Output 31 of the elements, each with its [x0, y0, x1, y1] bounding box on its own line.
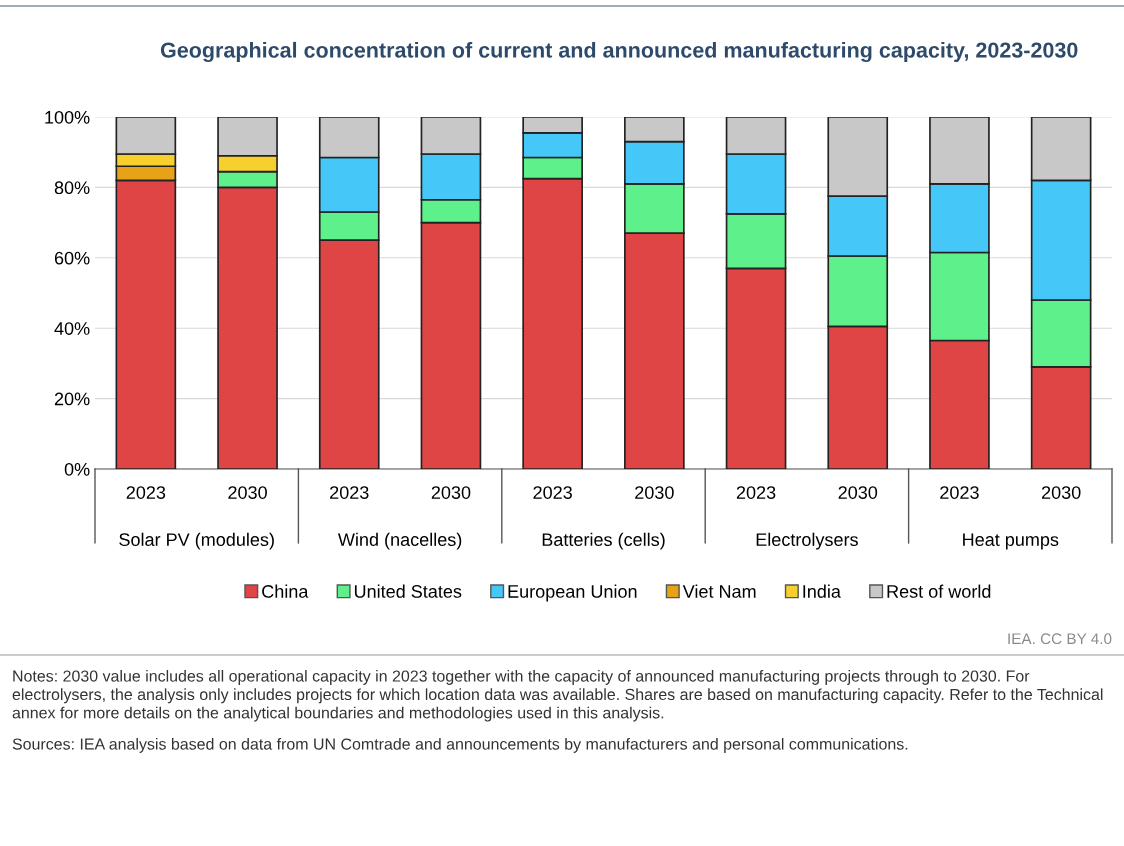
x-tick-label: 2023: [126, 486, 166, 499]
x-tick-label: 2030: [838, 486, 878, 499]
text: Solar PV (modules): [119, 532, 274, 550]
text: Wind (nacelles): [337, 532, 462, 550]
x-tick-label: 2030: [1041, 486, 1081, 499]
legend-label: European Union: [508, 584, 637, 602]
x-tick-label: 2030: [228, 486, 267, 499]
legend-label: India: [803, 584, 841, 598]
y-tick-label: 60%: [54, 251, 90, 265]
x-tick-label: 2030: [635, 486, 674, 499]
chart-title: Geographical concentration of current and announced manufacturing capacity, 2023-2030: [160, 41, 1078, 63]
source-note: Sources: IEA analysis based on data from UN Comtrade and announcements by manufacturers and personal communications.: [12, 738, 908, 753]
legend-label: Viet Nam: [682, 584, 756, 598]
text: Electrolysers: [756, 532, 858, 550]
y-tick-label: 20%: [54, 392, 90, 406]
legend-label: Rest of world: [887, 584, 991, 598]
x-tick-label: 2023: [330, 486, 369, 499]
x-tick-label: 2023: [736, 486, 776, 499]
y-tick-label: 40%: [54, 322, 90, 335]
text: IEA. CC BY 4.0: [1008, 633, 1112, 645]
x-tick-label: 2030: [431, 486, 471, 499]
y-tick-label: 0%: [64, 462, 90, 476]
legend-label: United States: [354, 584, 462, 598]
x-tick-label: 2023: [533, 486, 572, 499]
text: Heat pumps: [963, 533, 1059, 550]
y-tick-label: 80%: [54, 181, 90, 195]
legend-label: China: [262, 584, 309, 598]
x-tick-label: 2023: [940, 486, 979, 499]
text: Notes: 2030 value includes all operational capacity in 2023 together with the capacity of announced manufacturing projects through to 2030. For electrolysers, the analysis only includes projects for which location data was available. Shares are based on manufacturing capacity. Refer to the Technical annex for more details on the analytical boundaries and methodologies used in this analysis.: [12, 670, 1103, 722]
text: Batteries (cells): [542, 532, 665, 550]
y-tick-label: 100%: [45, 110, 90, 124]
